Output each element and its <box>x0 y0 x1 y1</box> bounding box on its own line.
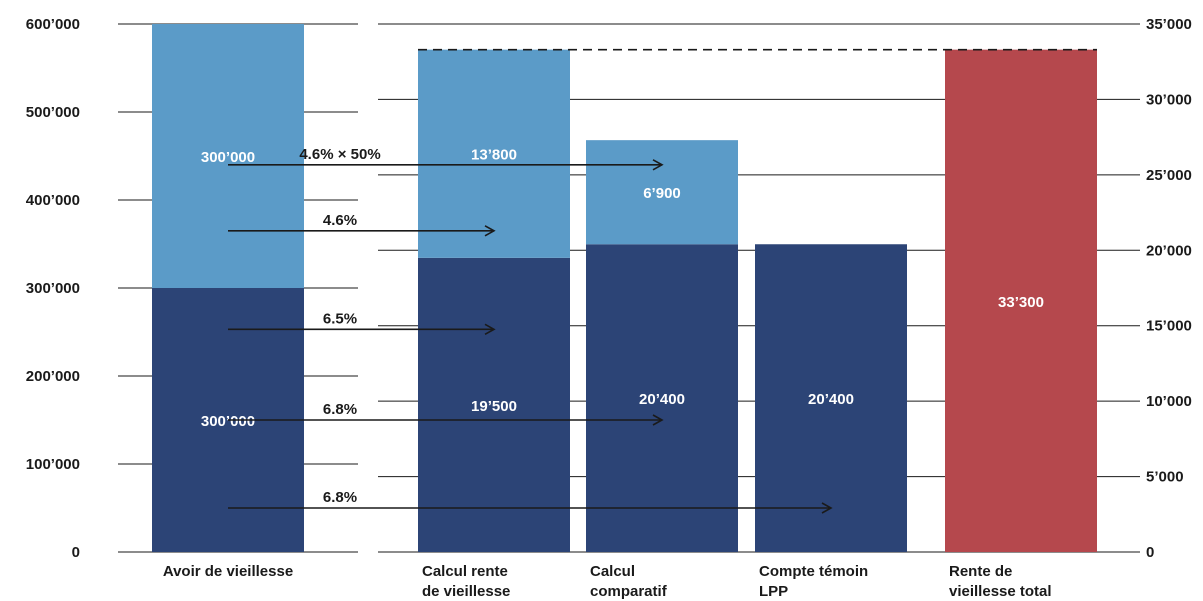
left-axis-tick-label: 500’000 <box>26 104 80 121</box>
bar-segment <box>945 49 1097 552</box>
bar-segment <box>586 244 738 552</box>
bar-segment <box>418 49 570 258</box>
rate-arrow-label: 4.6% × 50% <box>299 146 380 163</box>
right-axis-tick-label: 35’000 <box>1146 16 1192 33</box>
category-label: Calcul rente <box>422 563 508 580</box>
right-axis-tick-label: 15’000 <box>1146 318 1192 335</box>
category-label: Avoir de vieillesse <box>163 563 293 580</box>
bar-value-label: 20’400 <box>639 391 685 408</box>
bar-segment <box>418 257 570 552</box>
left-axis-tick-label: 0 <box>72 544 80 561</box>
bar-value-label: 20’400 <box>808 391 854 408</box>
bar-value-label: 33’300 <box>998 294 1044 311</box>
right-axis-tick-labels: 0 5’000 10’000 15’000 20’000 25’000 30’000 35’0… <box>1146 16 1192 561</box>
right-axis-tick-label: 20’000 <box>1146 242 1192 259</box>
left-axis-tick-label: 400’000 <box>26 192 80 209</box>
right-axis-tick-label: 30’000 <box>1146 91 1192 108</box>
rate-arrow-label: 6.8% <box>323 401 357 418</box>
bar-value-label: 300’000 <box>201 149 255 166</box>
category-label: comparatif <box>590 583 668 600</box>
rate-arrow-label: 4.6% <box>323 212 357 229</box>
bar-value-labels: 300’000 300’000 19’500 13’800 20’400 6’900 20’… <box>201 147 1044 430</box>
category-label: Compte témoin <box>759 563 868 580</box>
right-axis-tick-label: 10’000 <box>1146 393 1192 410</box>
bar-value-label: 19’500 <box>471 398 517 415</box>
category-label: de vieillesse <box>422 583 510 600</box>
right-axis-tick-label: 0 <box>1146 544 1154 561</box>
rate-arrow-label: 6.5% <box>323 310 357 327</box>
rate-arrow-label: 6.8% <box>323 489 357 506</box>
category-label: Calcul <box>590 563 635 580</box>
left-axis-tick-label: 200’000 <box>26 368 80 385</box>
category-label: vieillesse total <box>949 583 1052 600</box>
bar-segment <box>755 244 907 552</box>
bar-segment <box>586 140 738 245</box>
bar-value-label: 300’000 <box>201 413 255 430</box>
bar-value-label: 6’900 <box>643 185 681 202</box>
bar-value-label: 13’800 <box>471 147 517 164</box>
right-axis-tick-label: 25’000 <box>1146 167 1192 184</box>
left-axis-tick-label: 300’000 <box>26 280 80 297</box>
left-axis-tick-label: 600’000 <box>26 16 80 33</box>
left-axis-tick-labels: 0 100’000 200’000 300’000 400’000 500’000 600’… <box>26 16 80 561</box>
category-label: LPP <box>759 583 788 600</box>
left-axis-tick-label: 100’000 <box>26 456 80 473</box>
category-label: Rente de <box>949 563 1012 580</box>
rate-arrows: 4.6% × 50% 4.6% 6.5% 6.8% 6.8% <box>228 146 833 514</box>
bar-segment <box>152 24 304 288</box>
right-axis-tick-label: 5’000 <box>1146 469 1184 486</box>
bars <box>152 24 1097 552</box>
category-labels: Avoir de vieillesse Calcul rente de vieill… <box>163 563 1052 600</box>
